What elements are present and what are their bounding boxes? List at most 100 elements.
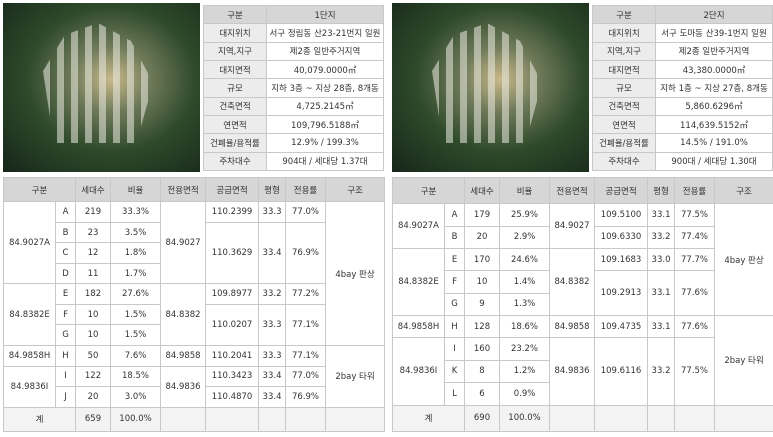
unit-cell: 84.9858: [549, 315, 596, 339]
unit-cell: 77.7%: [674, 248, 716, 272]
unit-cell: 33.2: [647, 225, 676, 250]
info-value: 109,796.5188㎡: [266, 114, 384, 135]
empty-cell: [258, 406, 287, 433]
unit-cell: 2.9%: [499, 225, 551, 250]
unit-cell: G: [54, 324, 77, 346]
unit-row: 84.9027A A 219 33.3% 84.9027 110.2399 33.3 77.0…: [3, 201, 386, 346]
unit-cell: 1.7%: [110, 262, 162, 285]
info-value: 904대 / 세대당 1.37대: [266, 151, 384, 172]
unit-cell: 76.9%: [285, 386, 327, 408]
info-value: 5,860.6296㎡: [655, 96, 773, 116]
unit-header-cell: 공급면적: [594, 176, 649, 205]
info-table: 구분 1단지 대지위치 서구 정림동 산23-21번지 일원 지역,지구 제2종 일반주거…: [203, 4, 384, 172]
info-label: 연면적: [592, 114, 656, 135]
unit-cell: 77.5%: [674, 337, 716, 406]
total-cell: 690: [464, 404, 501, 432]
unit-cell: 33.2: [258, 283, 287, 305]
unit-header-cell: 구조: [714, 176, 773, 205]
unit-cell: 33.1: [647, 315, 676, 339]
info-label: 대지위치: [203, 23, 267, 43]
unit-header-cell: 구분: [391, 176, 466, 205]
info-table: 구분 2단지 대지위치 서구 도마동 산39-1번지 일원 지역,지구 제2종 일반주거지…: [592, 4, 773, 172]
unit-cell: 33.4: [258, 386, 287, 408]
unit-cell: 109.4735: [594, 315, 649, 339]
info-row: 연면적 114,639.5152㎡: [592, 114, 773, 135]
info-row: 주차대수 900대 / 세대당 1.30대: [592, 151, 773, 172]
unit-cell: 160: [464, 337, 501, 361]
unit-cell: 1.5%: [110, 303, 162, 326]
unit-cell: 50: [75, 344, 112, 367]
unit-row: 84.9027A A 179 25.9% 84.9027 109.5100 33.1 77.5…: [392, 203, 773, 317]
unit-cell: 109.6116: [594, 337, 649, 406]
unit-cell: H: [54, 344, 77, 367]
unit-header-cell: 세대수: [464, 176, 501, 205]
total-cell: 100.0%: [110, 406, 162, 433]
unit-cell: 33.1: [647, 270, 676, 317]
info-row: 대지위치 서구 도마동 산39-1번지 일원: [592, 23, 773, 43]
unit-cell: D: [54, 262, 77, 285]
unit-cell: 77.2%: [285, 283, 327, 305]
unit-cell: 109.6330: [594, 225, 649, 250]
unit-cell: I: [443, 337, 466, 361]
info-row: 건축면적 4,725.2145㎡: [203, 96, 384, 116]
info-value: 40,079.0000㎡: [266, 59, 384, 80]
unit-cell: 33.4: [258, 221, 287, 285]
complex-1: 구분 1단지 대지위치 서구 정림동 산23-21번지 일원 지역,지구 제2종 일반주거…: [2, 0, 386, 437]
rendering-image: [392, 3, 589, 172]
info-value: 지하 3층 ~ 지상 28층, 8개동: [266, 78, 384, 98]
unit-row: 84.9858H H 128 18.6% 84.9858 109.4735 33.1 77.6…: [392, 315, 773, 406]
unit-cell: 84.9027: [549, 203, 596, 250]
unit-cell: 109.1683: [594, 248, 649, 272]
info-label: 지역,지구: [203, 41, 267, 61]
unit-cell: 170: [464, 248, 501, 272]
unit-table: 구분 세대수 비율 전용면적 공급면적 평형 전용률 구조 84.9027A A 219 33.3% 8…: [2, 176, 386, 433]
info-label: 주차대수: [203, 151, 267, 172]
info-value: 12.9% / 199.3%: [266, 133, 384, 153]
unit-cell: E: [54, 283, 77, 305]
unit-cell: 1.2%: [499, 359, 551, 384]
unit-cell: 122: [75, 365, 112, 388]
unit-row: B 23 3.5% 110.3629 33.4 76.9%: [4, 221, 385, 285]
unit-cell: 33.4: [258, 365, 287, 388]
unit-cell: L: [443, 382, 466, 406]
unit-cell: 10: [75, 303, 112, 326]
unit-cell: 33.3: [258, 201, 287, 223]
info-row: 건폐율/용적률 14.5% / 191.0%: [592, 133, 773, 153]
unit-header-cell: 전용률: [674, 176, 716, 205]
unit-header-row: 구분 세대수 비율 전용면적 공급면적 평형 전용률 구조: [2, 176, 386, 203]
total-cell: 계: [2, 406, 77, 433]
unit-cell: 76.9%: [285, 221, 327, 285]
unit-cell: 77.6%: [674, 315, 716, 339]
unit-cell: 1.4%: [499, 270, 551, 294]
unit-cell: 11: [75, 262, 112, 285]
unit-header-cell: 구조: [325, 176, 386, 203]
info-label: 대지면적: [203, 59, 267, 80]
unit-cell: 12: [75, 242, 112, 264]
unit-row: C 12 1.8%: [4, 242, 385, 264]
unit-cell: 84.9858H: [3, 344, 56, 367]
unit-cell: K: [443, 359, 466, 384]
unit-cell: 84.9836: [160, 365, 207, 408]
info-header-cell: 2단지: [655, 4, 773, 25]
unit-cell: 77.0%: [285, 201, 327, 223]
info-row: 지역,지구 제2종 일반주거지역: [203, 41, 384, 61]
unit-cell: F: [443, 270, 466, 294]
rendering-image: [3, 3, 200, 172]
unit-cell: 33.3%: [110, 201, 162, 223]
unit-cell: 77.5%: [674, 203, 716, 227]
unit-row: L 6 0.9%: [393, 382, 773, 406]
unit-cell: 109.2913: [594, 270, 649, 317]
empty-cell: [160, 406, 207, 433]
total-row: 계 690 100.0%: [391, 404, 773, 432]
unit-cell: 219: [75, 201, 112, 223]
unit-header-cell: 비율: [499, 176, 551, 205]
unit-header-cell: 전용률: [285, 176, 327, 203]
unit-cell: I: [54, 365, 77, 388]
unit-cell: 110.2399: [205, 201, 260, 223]
unit-row: 84.9836I I 160 23.2% 84.9836 109.6116 33.2 77.5…: [392, 337, 773, 406]
unit-cell: 0.9%: [499, 382, 551, 406]
unit-cell: 84.9836: [549, 337, 596, 406]
info-header-cell: 구분: [592, 4, 656, 25]
info-label: 건폐율/용적률: [592, 133, 656, 153]
